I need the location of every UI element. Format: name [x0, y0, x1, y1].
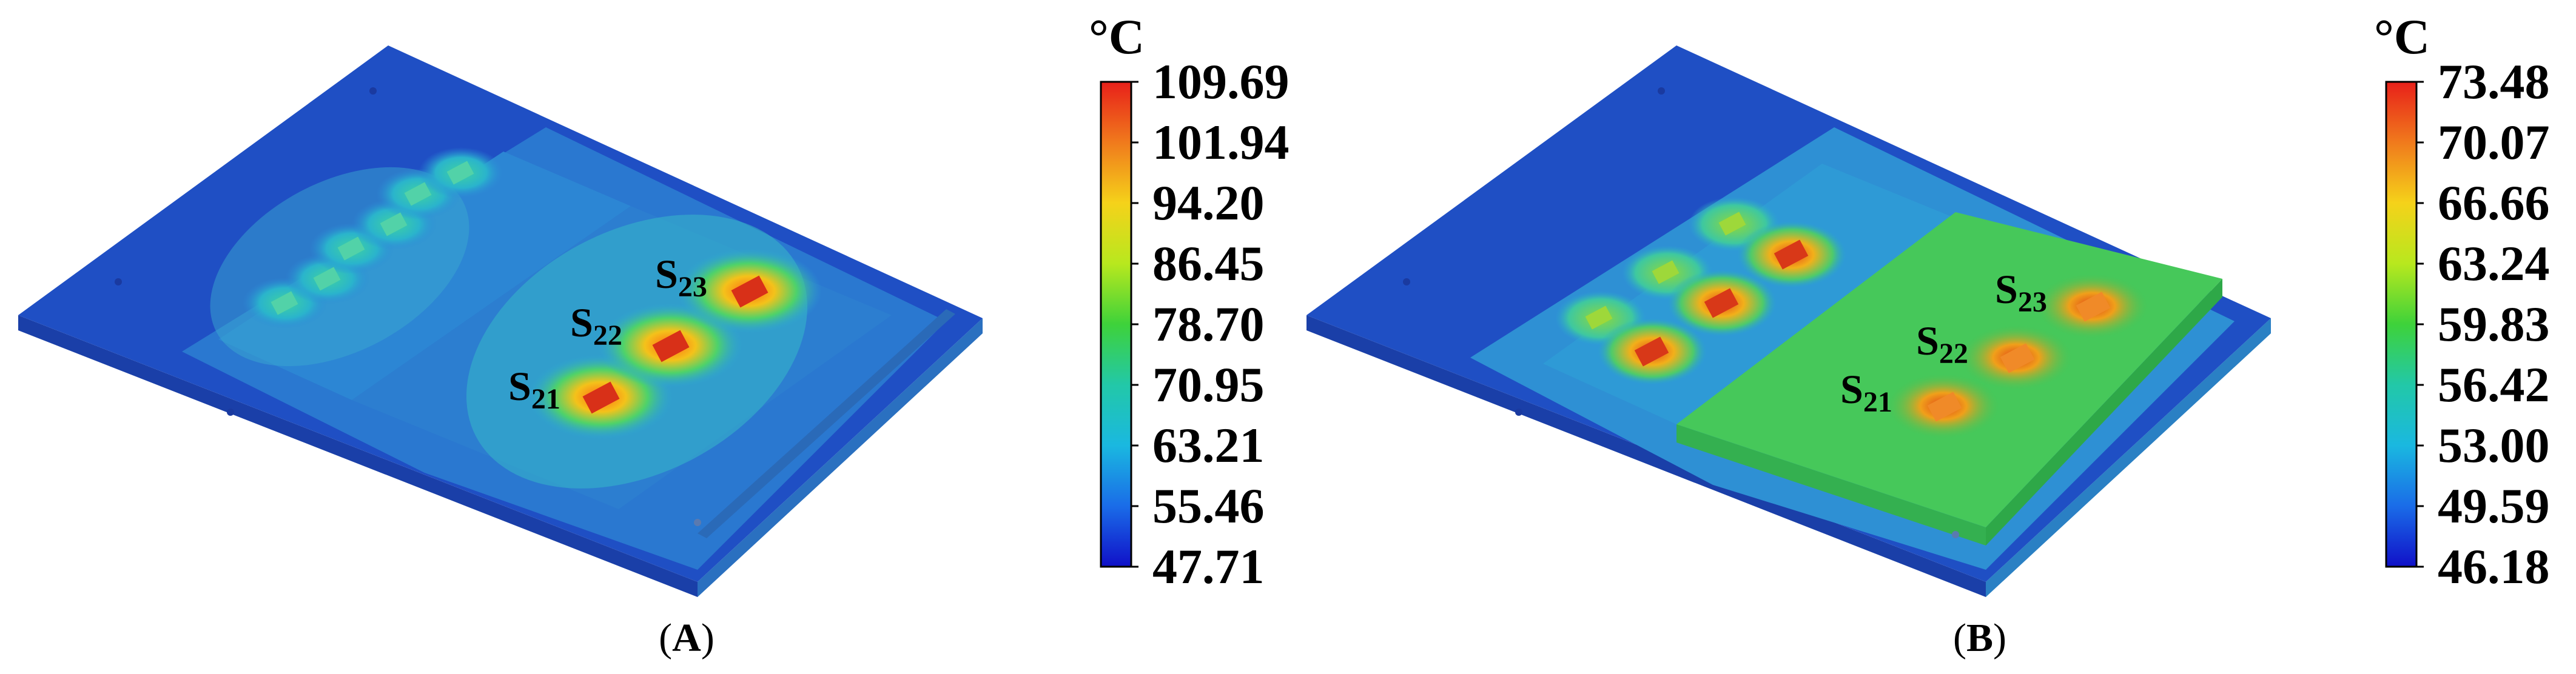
colorbar-b	[2385, 81, 2418, 568]
panel-a: S21 S22 S23 °C 109.69 101.94 94.20 86.45 78.…	[18, 9, 1290, 660]
panel-caption-a: (A)	[659, 616, 715, 660]
colorbar-tick-label: 55.46	[1152, 478, 1265, 533]
svg-text:S21: S21	[508, 363, 560, 415]
chip-label-sub: 23	[678, 271, 707, 303]
colorbar-tick-label: 86.45	[1152, 236, 1265, 291]
colorbar-ticks-a	[1131, 81, 1138, 568]
thermal-plot-b: S21 S22 S23	[1306, 45, 2424, 597]
heatsink-block-side-right	[1986, 279, 2222, 546]
panel-b: S21 S22 S23 °C 73.48 70.07 66.66 63.24 59.83…	[1288, 0, 2576, 674]
colorbar-tick-label: 59.83	[2438, 296, 2550, 352]
thermal-plot-a: S21 S22 S23	[18, 45, 1138, 597]
svg-text:S21: S21	[1840, 366, 1892, 418]
chip-label-base: S	[570, 299, 593, 345]
svg-text:S22: S22	[1916, 318, 1968, 370]
baseplate-side-front	[18, 315, 698, 597]
chip-label-sub: 21	[531, 383, 560, 415]
chip-label-sub: 22	[593, 319, 622, 352]
colorbar-tick-label: 70.07	[2438, 115, 2550, 170]
colorbar-tick-label: 53.00	[2438, 418, 2550, 473]
hot-chip-group-b	[1886, 273, 2150, 439]
colorbar-tick-label: 56.42	[2438, 357, 2550, 412]
colorbar-tick-label: 63.21	[1152, 418, 1265, 473]
colorbar-tick-label: 109.69	[1152, 54, 1290, 109]
svg-text:S22: S22	[570, 299, 622, 352]
hot-chip-group-a	[528, 249, 822, 439]
colorbar-ticks-b	[2416, 81, 2424, 568]
svg-text:S23: S23	[1995, 266, 2047, 318]
panel-caption-b: (B)	[1953, 616, 2006, 660]
colorbar-tick-label: 101.94	[1152, 115, 1290, 170]
rail-strip	[698, 309, 955, 538]
colorbar-tick-labels-a: 109.69 101.94 94.20 86.45 78.70 70.95 63.21 55.…	[1152, 0, 1353, 674]
colorbar-tick-label: 78.70	[1152, 296, 1265, 352]
colorbar-tick-label: 94.20	[1152, 175, 1265, 230]
heatsink-block-side-front	[1676, 424, 1986, 546]
colorbar-tick-label: 70.95	[1152, 357, 1265, 412]
colorbar-tick-label: 47.71	[1152, 539, 1265, 594]
colorbar-tick-label: 66.66	[2438, 175, 2550, 230]
left-chip-group-b	[1555, 197, 1846, 385]
colorbar-tick-label: 46.18	[2438, 539, 2550, 594]
colorbar-tick-label: 73.48	[2438, 54, 2550, 109]
baseplate-side-right	[698, 318, 983, 597]
colorbar-tick-label: 63.24	[2438, 236, 2550, 291]
colorbar-unit-b: °C	[2374, 9, 2430, 64]
colorbar-tick-labels-b: 73.48 70.07 66.66 63.24 59.83 56.42 53.00 49.59…	[2438, 0, 2576, 674]
chip-label-base: S	[655, 251, 678, 297]
colorbar-tick-label: 49.59	[2438, 478, 2550, 533]
cool-chip-group-a	[243, 147, 503, 329]
colorbar-unit-a: °C	[1089, 9, 1145, 64]
chip-label-base: S	[508, 363, 531, 409]
svg-text:S23: S23	[655, 251, 707, 303]
colorbar-a	[1100, 81, 1132, 568]
